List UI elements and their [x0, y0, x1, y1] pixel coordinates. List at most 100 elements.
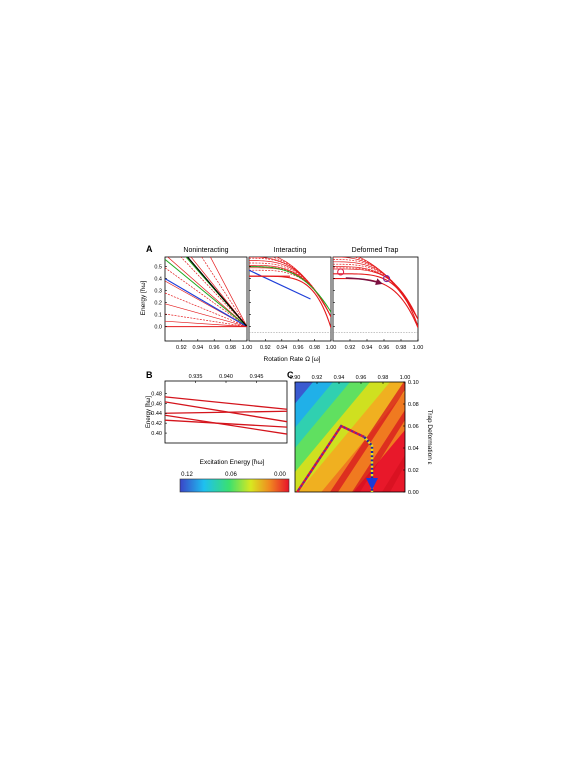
plot-deformed-trap-markers [337, 268, 391, 285]
x-tick-label: 0.98 [309, 345, 320, 351]
colorbar-tick-label: 0.06 [225, 472, 237, 478]
x-tick-label: 0.96 [293, 345, 304, 351]
panel-c-x-tick-label: 0.90 [290, 375, 301, 381]
y-tick-label: 0.0 [154, 325, 162, 331]
blue-level-line [249, 269, 311, 300]
panel-b-ylabel: Energy [ħω] [146, 396, 152, 428]
panel-b-y-tick-label: 0.40 [151, 431, 162, 437]
x-tick-label: 0.98 [396, 345, 407, 351]
colorbar-ticks: 0.12 0.06 0.00 [181, 472, 286, 478]
panel-letter-a: A [146, 244, 153, 254]
panel-letter-b: B [146, 370, 153, 380]
energy-level-curve [249, 262, 331, 318]
energy-level-curve [270, 257, 331, 318]
x-tick-label: 1.00 [242, 345, 253, 351]
panel-b-ticks: 0.40 0.42 0.44 0.46 0.48 0.935 0.940 0.945 [151, 374, 263, 437]
transition-arrow [345, 277, 383, 285]
x-tick-label: 0.92 [345, 345, 356, 351]
energy-y-ticks: 0.0 0.1 0.2 0.3 0.4 0.5 [154, 265, 335, 331]
subplot-title-deformed-trap: Deformed Trap [352, 247, 399, 254]
panel-b-y-tick-label: 0.46 [151, 401, 162, 407]
x-tick-label: 0.96 [379, 345, 390, 351]
y-tick-label: 0.2 [154, 301, 162, 307]
panel-b-x-tick-label: 0.935 [189, 374, 203, 380]
panel-c-ylabel: Trap Deformation ε [426, 409, 433, 464]
panel-c-y-tick-label: 0.04 [408, 446, 419, 452]
path-arrowhead [366, 478, 378, 490]
panel-a-ylabel: Energy [ħω] [140, 280, 147, 315]
energy-level-line [201, 257, 247, 327]
panel-b-y-tick-label: 0.44 [151, 411, 162, 417]
panel-c-x-tick-label: 0.92 [312, 375, 323, 381]
plot-interacting [249, 257, 331, 333]
energy-level-line [165, 292, 247, 327]
heatmap-ridge [330, 382, 405, 492]
y-tick-label: 0.5 [154, 265, 162, 271]
blue-level-line [165, 278, 247, 328]
panel-c-ticks: 0.90 0.92 0.94 0.96 0.98 1.00 0.00 0.02 0.04 0.06… [290, 375, 419, 496]
purple-path [296, 424, 365, 493]
green-level-line [165, 259, 247, 327]
energy-level-line [165, 267, 247, 327]
panel-c-x-tick-label: 1.00 [400, 375, 411, 381]
y-tick-label: 0.1 [154, 313, 162, 319]
energy-level-line [167, 257, 247, 327]
x-tick-label: 1.00 [413, 345, 424, 351]
subplot-frame-deformed-trap [332, 256, 419, 342]
red-path [296, 424, 365, 493]
colorbar-title: Excitation Energy [ħω] [200, 459, 265, 466]
energy-level-curve [249, 269, 331, 318]
panel-c-y-tick-label: 0.08 [408, 402, 419, 408]
panel-b-plot [165, 396, 287, 435]
energy-level-line [165, 313, 247, 327]
heatmap-band [295, 382, 313, 404]
panel-c-y-tick-label: 0.10 [408, 380, 419, 386]
subplot-title-noninteracting: Noninteracting [183, 247, 228, 254]
rotation-x-ticks: 0.92 0.94 0.96 0.98 1.00 0.92 0.94 0.96 0.98 1.00… [176, 339, 423, 351]
colorbar [179, 478, 290, 493]
energy-level-curve [353, 257, 418, 320]
panel-b-y-tick-label: 0.42 [151, 421, 162, 427]
panel-c-y-tick-label: 0.00 [408, 490, 419, 496]
ground-level-curve [333, 273, 418, 327]
panel-b-y-tick-label: 0.48 [151, 391, 162, 397]
energy-level-line [190, 257, 247, 327]
panel-b-level-line [165, 410, 287, 414]
y-tick-label: 0.3 [154, 289, 162, 295]
green-level-curve [249, 266, 331, 313]
start-marker [337, 268, 345, 276]
energy-level-curve [333, 268, 418, 320]
panel-c-x-tick-label: 0.98 [378, 375, 389, 381]
x-tick-label: 0.92 [260, 345, 271, 351]
energy-level-line [210, 257, 247, 327]
yellow-path [363, 436, 374, 492]
panel-c-y-tick-label: 0.06 [408, 424, 419, 430]
energy-level-line [165, 320, 247, 327]
panel-b-x-tick-label: 0.945 [250, 374, 264, 380]
panel-c-heatmap [295, 382, 405, 492]
panel-c-frame [294, 381, 406, 493]
panel-b-level-line [165, 396, 287, 410]
heatmap-band [295, 382, 333, 428]
panel-b-level-line [165, 419, 287, 428]
y-tick-label: 0.4 [154, 277, 162, 283]
panel-b-x-tick-label: 0.940 [219, 374, 233, 380]
x-tick-label: 0.96 [209, 345, 220, 351]
panel-c-x-tick-label: 0.96 [356, 375, 367, 381]
black-level-line [186, 257, 247, 327]
colorbar-tick-label: 0.00 [274, 472, 286, 478]
panel-a-xlabel: Rotation Rate Ω [ω] [264, 356, 321, 363]
falling-level-curve [249, 275, 331, 328]
x-tick-label: 1.00 [326, 345, 337, 351]
heatmap-ridge [352, 410, 405, 492]
blue-path [363, 436, 374, 492]
energy-level-line [180, 257, 247, 327]
x-tick-label: 0.94 [192, 345, 203, 351]
x-tick-label: 0.94 [362, 345, 373, 351]
colorbar-tick-label: 0.12 [181, 472, 193, 478]
energy-level-line [165, 303, 247, 327]
x-tick-label: 0.92 [176, 345, 187, 351]
energy-level-curve [333, 267, 418, 320]
x-tick-label: 0.98 [225, 345, 236, 351]
